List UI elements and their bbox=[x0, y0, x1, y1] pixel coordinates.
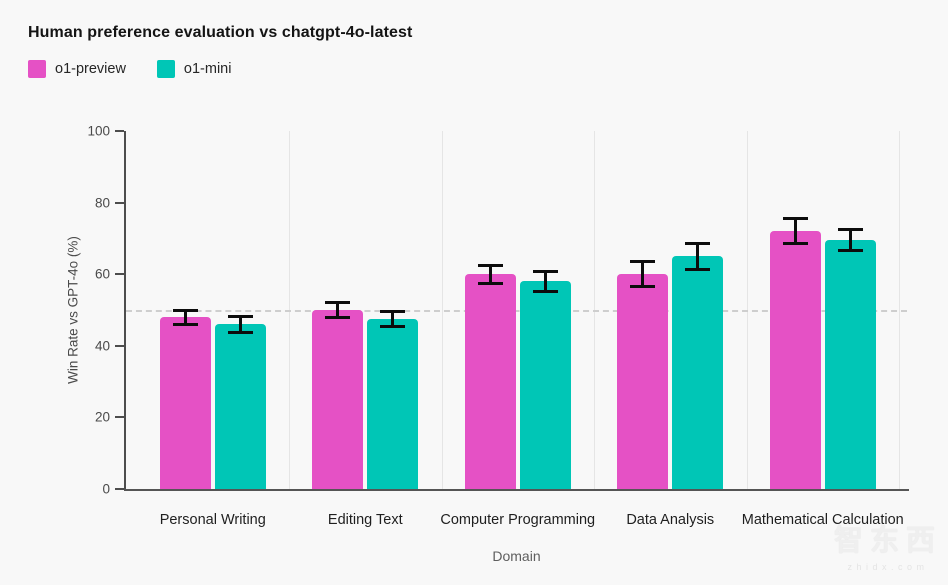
y-tick-mark bbox=[115, 416, 124, 419]
legend-label-o1-preview: o1-preview bbox=[55, 61, 126, 77]
bar-o1-mini-4 bbox=[824, 240, 876, 489]
y-tick-label: 0 bbox=[102, 481, 110, 497]
bar-o1-mini-3 bbox=[672, 256, 724, 489]
legend-swatch-o1-mini bbox=[156, 60, 175, 78]
chart-title: Human preference evaluation vs chatgpt-4… bbox=[28, 24, 413, 41]
error-bar-cap bbox=[630, 285, 656, 289]
x-category-label: Personal Writing bbox=[159, 512, 266, 528]
y-tick-label: 40 bbox=[94, 338, 110, 354]
y-tick-mark bbox=[115, 130, 124, 132]
bar-o1-preview-4 bbox=[769, 231, 821, 489]
error-bar-stem bbox=[696, 243, 700, 270]
error-bar-cap bbox=[782, 217, 808, 221]
error-bar-cap bbox=[532, 289, 558, 293]
reference-line-50pct bbox=[126, 310, 907, 312]
y-axis-title: Win Rate vs GPT-4o (%) bbox=[65, 236, 81, 384]
error-bar-stem bbox=[336, 302, 340, 318]
bar-o1-preview-3 bbox=[617, 274, 669, 489]
y-tick-mark bbox=[115, 488, 124, 490]
y-axis-line bbox=[124, 131, 126, 491]
x-category-label: Computer Programming bbox=[440, 512, 596, 528]
error-bar-stem bbox=[238, 316, 242, 333]
error-bar-cap bbox=[227, 331, 253, 335]
y-tick-label: 20 bbox=[94, 409, 110, 425]
error-bar-cap bbox=[477, 263, 503, 267]
error-bar-cap bbox=[685, 241, 711, 245]
error-bar-cap bbox=[172, 308, 198, 312]
legend-swatch-o1-preview bbox=[28, 60, 46, 78]
x-category-label: Editing Text bbox=[327, 512, 403, 528]
error-bar-cap bbox=[630, 260, 656, 264]
y-tick-label: 100 bbox=[87, 123, 110, 139]
error-bar-cap bbox=[172, 322, 198, 326]
bar-o1-mini-2 bbox=[519, 281, 571, 489]
y-tick-label: 80 bbox=[94, 195, 110, 211]
legend-item-o1-preview: o1-preview bbox=[28, 60, 126, 78]
error-bar-cap bbox=[837, 227, 863, 231]
error-bar-cap bbox=[325, 301, 351, 305]
legend: o1-preview o1-mini bbox=[28, 60, 231, 78]
error-bar-cap bbox=[325, 315, 351, 319]
legend-label-o1-mini: o1-mini bbox=[183, 61, 232, 77]
error-bar-stem bbox=[183, 310, 187, 325]
error-bar-cap bbox=[380, 324, 406, 328]
bar-o1-mini-1 bbox=[367, 318, 419, 489]
error-bar-cap bbox=[477, 281, 503, 285]
bar-o1-preview-0 bbox=[159, 317, 211, 489]
x-axis-title: Domain bbox=[492, 548, 541, 564]
error-bar-stem bbox=[848, 229, 852, 251]
error-bar-stem bbox=[641, 261, 645, 287]
x-category-label: Data Analysis bbox=[626, 512, 715, 528]
error-bar-cap bbox=[380, 310, 406, 314]
plot-area: Win Rate vs GPT-4o (%) Domain 0 20 40 60 80 1… bbox=[66, 124, 909, 564]
error-bar-cap bbox=[782, 242, 808, 246]
y-tick-mark bbox=[115, 201, 124, 204]
error-bar-cap bbox=[227, 314, 253, 318]
error-bar-cap bbox=[685, 267, 711, 271]
error-bar-cap bbox=[532, 270, 558, 274]
bar-o1-mini-0 bbox=[214, 324, 266, 489]
x-axis-line bbox=[124, 489, 909, 491]
error-bar-stem bbox=[543, 271, 547, 292]
y-tick-mark bbox=[115, 344, 124, 347]
bar-o1-preview-1 bbox=[312, 310, 364, 489]
error-bar-cap bbox=[837, 249, 863, 253]
bar-o1-preview-2 bbox=[464, 274, 516, 489]
error-bar-stem bbox=[488, 265, 492, 284]
legend-item-o1-mini: o1-mini bbox=[156, 60, 232, 78]
y-tick-label: 60 bbox=[94, 266, 110, 282]
error-bar-stem bbox=[793, 218, 797, 244]
y-tick-mark bbox=[115, 273, 124, 276]
error-bar-stem bbox=[391, 311, 395, 327]
x-category-label: Mathematical Calculation bbox=[741, 512, 904, 528]
